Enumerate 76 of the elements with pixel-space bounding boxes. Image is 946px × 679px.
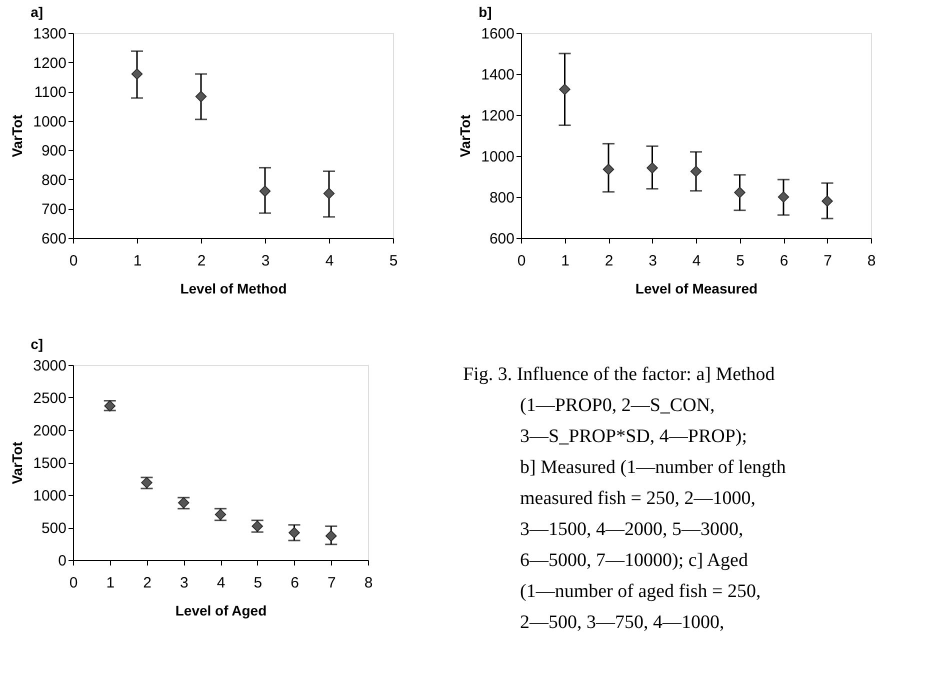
caption: Fig. 3. Influence of the factor: a] Method — [463, 364, 776, 385]
y-tick-label: 1300 — [33, 26, 66, 42]
y-axis-title: VarTot — [457, 114, 474, 158]
x-axis-title: Level of Measured — [635, 280, 758, 296]
point — [259, 186, 271, 197]
text: 3—S_PROP*SD, 4—PROP); — [520, 426, 748, 447]
point — [690, 166, 702, 178]
y-tick-label: 2000 — [33, 422, 66, 440]
point — [646, 162, 658, 174]
point — [325, 530, 337, 542]
x-tick-label: 7 — [824, 252, 832, 270]
x-axis-title: Level of Method — [180, 280, 287, 296]
y-tick-label: 600 — [41, 230, 66, 248]
y-tick-label: 600 — [489, 230, 514, 248]
y-tick-label: 0 — [58, 552, 66, 570]
y-tick-label: 900 — [41, 142, 66, 160]
x-tick-label: 1 — [561, 252, 570, 270]
x-tick-label: 0 — [69, 574, 78, 592]
x-tick-label: 8 — [867, 252, 876, 270]
text: (1—number of aged fish = 250, — [520, 581, 761, 602]
y-tick-label: 2500 — [33, 390, 66, 407]
point — [822, 195, 833, 207]
x-tick-label: 4 — [692, 252, 701, 270]
point — [288, 527, 300, 538]
y-tick-label: 500 — [41, 520, 66, 537]
y-tick-label: 1100 — [34, 84, 66, 102]
x-tick-label: 6 — [780, 252, 788, 270]
y-tick-label: 3000 — [33, 358, 66, 374]
x-tick-label: 3 — [180, 574, 188, 592]
x-tick-label: 5 — [736, 252, 744, 270]
x-tick-label: 5 — [389, 252, 398, 270]
x-tick-label: 1 — [133, 252, 142, 270]
x-tick-label: 2 — [197, 252, 206, 270]
chart-title: c] — [30, 336, 44, 352]
text: (1—PROP0, 2—S_CON, — [520, 395, 715, 416]
y-tick-label: 1600 — [481, 26, 514, 42]
y-tick-label: 800 — [489, 190, 514, 206]
point — [778, 191, 790, 203]
chart-title: a] — [30, 4, 44, 20]
x-tick-label: 2 — [604, 252, 614, 270]
x-tick-label: 3 — [648, 252, 657, 270]
point — [559, 84, 570, 96]
y-tick-label: 700 — [41, 201, 66, 218]
y-tick-label: 800 — [41, 172, 66, 189]
x-tick-label: 0 — [517, 252, 526, 270]
x-axis-title: Level of Aged — [175, 602, 267, 618]
y-tick-label: 1200 — [33, 54, 66, 72]
y-tick-label: 1400 — [481, 66, 514, 84]
x-tick-label: 3 — [261, 252, 270, 270]
x-tick-label: 0 — [69, 252, 78, 270]
x-tick-label: 1 — [106, 574, 115, 592]
x-tick-label: 4 — [216, 574, 226, 592]
text: 6—5000, 7—10000); c] Aged — [520, 550, 748, 571]
y-tick-label: 1000 — [481, 148, 514, 166]
point — [195, 90, 207, 102]
x-tick-label: 8 — [364, 574, 373, 592]
x-tick-label: 5 — [254, 574, 262, 592]
text: 3—1500, 4—2000, 5—3000, — [520, 519, 744, 540]
text: b] Measured (1—number of length — [520, 457, 786, 478]
y-tick-label: 1200 — [481, 108, 514, 124]
chart-title: b] — [478, 4, 492, 20]
point — [734, 186, 746, 198]
y-tick-label: 1000 — [33, 488, 66, 504]
point — [602, 164, 614, 175]
x-tick-label: 4 — [325, 252, 334, 270]
y-axis-title: VarTot — [9, 441, 26, 484]
text: measured fish = 250, 2—1000, — [520, 488, 756, 509]
point — [323, 188, 335, 200]
x-tick-label: 2 — [143, 574, 152, 592]
y-tick-label: 1500 — [33, 455, 66, 472]
text: 2—500, 3—750, 4—1000, — [520, 612, 724, 633]
x-tick-label: 7 — [327, 574, 336, 592]
y-tick-label: 1000 — [33, 113, 66, 130]
x-tick-label: 6 — [290, 574, 299, 592]
point — [131, 68, 143, 80]
y-axis-title: VarTot — [9, 114, 26, 158]
